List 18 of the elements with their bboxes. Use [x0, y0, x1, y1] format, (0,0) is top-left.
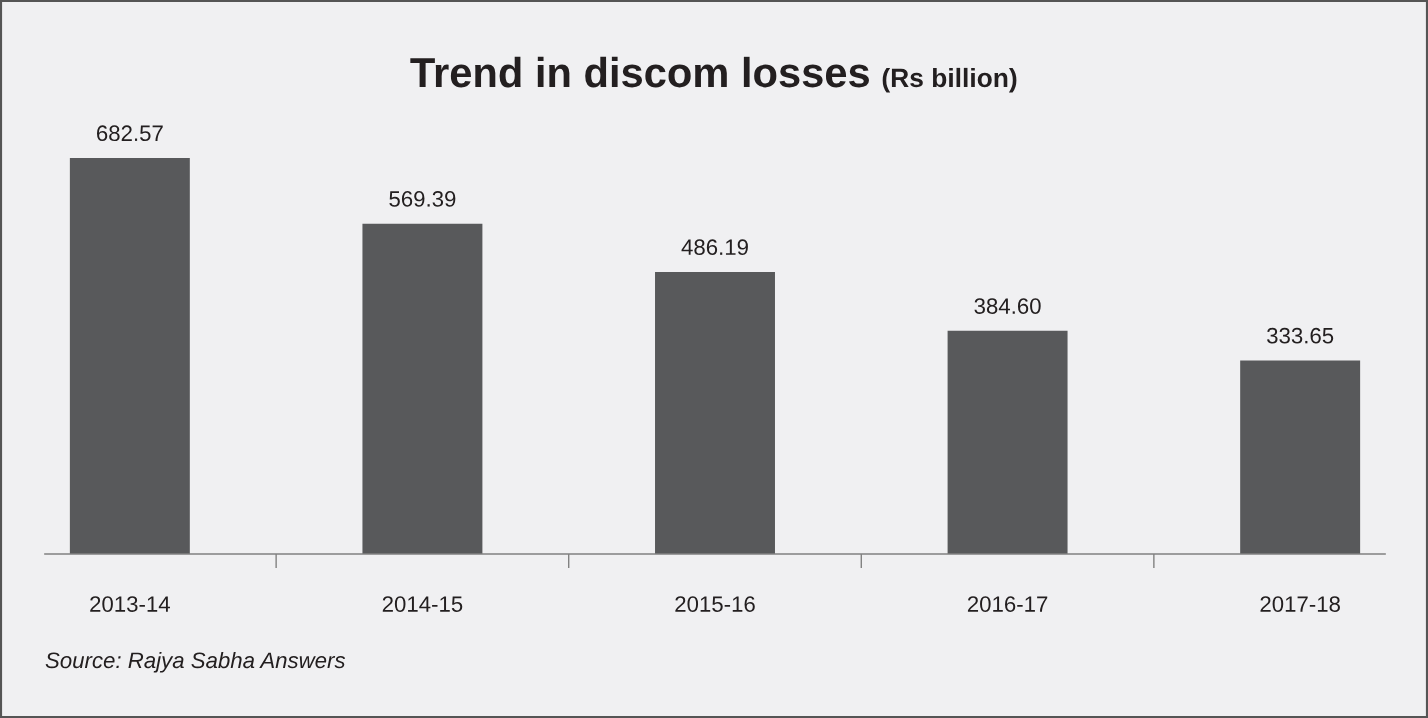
source-note: Source: Rajya Sabha Answers: [45, 651, 346, 673]
chart-title: Trend in discom losses: [410, 56, 869, 88]
bar: [655, 271, 775, 554]
bar: [362, 223, 483, 554]
x-tick-label: 2017-18: [1260, 596, 1340, 612]
data-label: 333.65: [1267, 327, 1334, 344]
data-label: 384.60: [974, 298, 1041, 314]
x-tick-label: 2016-17: [967, 596, 1048, 612]
chart-subtitle: (Rs billion): [882, 67, 1017, 93]
x-tick-label: 2015-16: [675, 596, 755, 612]
x-tick-label: 2013-14: [90, 596, 170, 612]
x-tick-label: 2014-15: [382, 596, 463, 612]
data-label: 682.57: [96, 125, 163, 142]
bar: [947, 330, 1068, 554]
bar: [1240, 360, 1361, 554]
data-label: 486.19: [681, 239, 748, 256]
bar: [69, 158, 190, 554]
data-label: 569.39: [389, 191, 456, 207]
